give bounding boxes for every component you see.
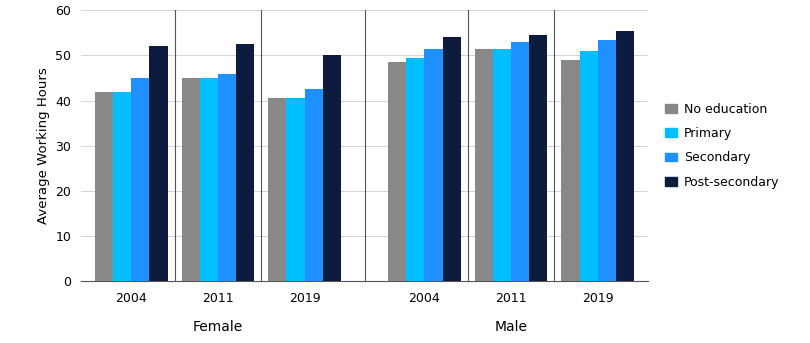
Bar [287, 98, 305, 281]
Bar [424, 49, 442, 281]
Bar [561, 60, 579, 281]
Y-axis label: Average Working Hours: Average Working Hours [36, 68, 49, 224]
Bar [218, 73, 236, 281]
Bar [131, 78, 150, 281]
Bar [598, 40, 616, 281]
Bar [305, 89, 322, 281]
Bar [236, 44, 254, 281]
Bar [616, 31, 633, 281]
Bar [322, 56, 341, 281]
Bar [181, 78, 200, 281]
Bar [96, 92, 113, 281]
Legend: No education, Primary, Secondary, Post-secondary: No education, Primary, Secondary, Post-s… [660, 98, 784, 194]
Bar [493, 49, 511, 281]
Bar [511, 42, 529, 281]
Bar [475, 49, 493, 281]
Bar [113, 92, 131, 281]
Bar [200, 78, 218, 281]
Bar [150, 46, 168, 281]
Text: Female: Female [193, 320, 243, 334]
Bar [442, 37, 461, 281]
Bar [388, 62, 407, 281]
Text: Male: Male [495, 320, 527, 334]
Bar [268, 98, 287, 281]
Bar [579, 51, 598, 281]
Bar [407, 58, 424, 281]
Bar [529, 35, 548, 281]
